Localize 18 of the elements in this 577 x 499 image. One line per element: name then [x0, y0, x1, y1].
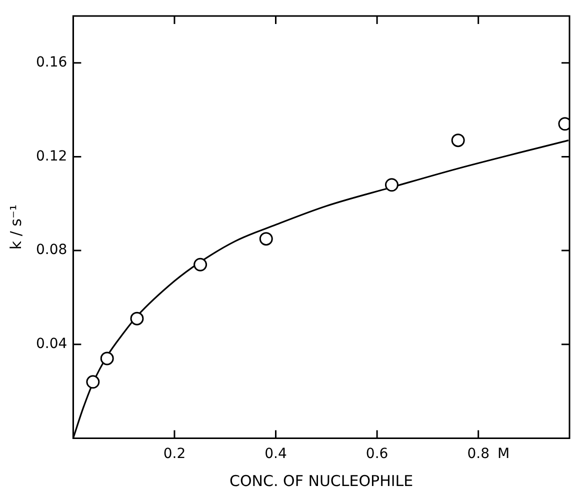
point	[194, 258, 208, 272]
y-tick-label: 0.16	[36, 54, 68, 71]
x-axis-title: CONC. OF NUCLEOPHILE	[230, 472, 414, 490]
y-tick-label: 0.08	[36, 242, 68, 258]
point	[451, 134, 465, 148]
y-axis-title: k / s⁻¹	[6, 204, 25, 250]
point	[384, 178, 398, 192]
text: M	[497, 446, 510, 462]
point	[86, 375, 100, 389]
point	[130, 312, 144, 326]
y-tick-label: 0.04	[36, 336, 68, 352]
point	[259, 232, 273, 246]
x-tick-label: 0.4	[264, 446, 287, 462]
x-tick-label: 0.2	[163, 446, 186, 462]
x-tick-label: 0.8	[467, 446, 490, 462]
x-tick-label: 0.6	[366, 446, 388, 462]
y-tick-label: 0.12	[36, 148, 68, 164]
point	[100, 352, 114, 366]
